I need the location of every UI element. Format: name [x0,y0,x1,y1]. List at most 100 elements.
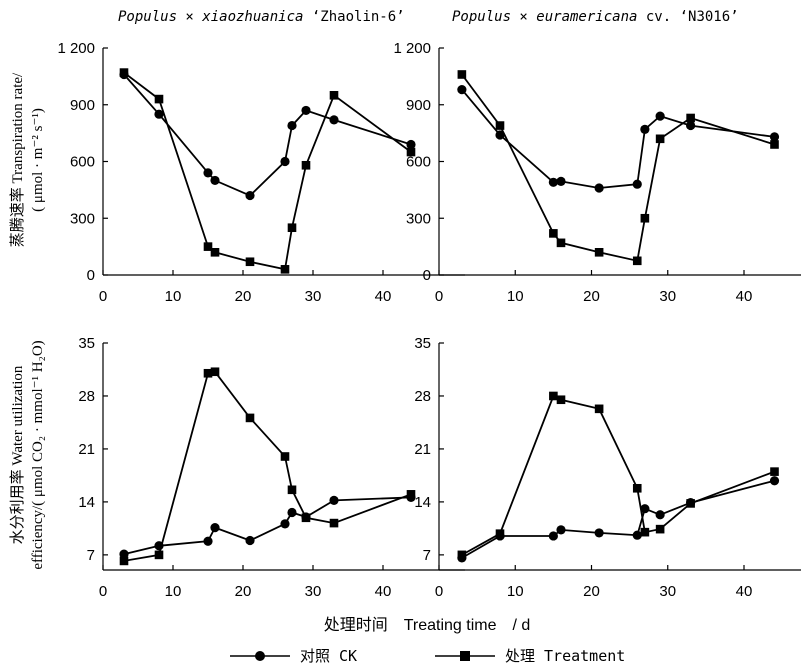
panel-title-right: Populus × euramericana cv. ‘N3016’ [452,9,739,25]
x-tick-label: 0 [99,288,107,305]
y-tick-label: 900 [70,97,95,114]
y-tick-label: 21 [414,441,431,458]
ck-data-point [769,476,780,486]
treatment-data-point [632,256,642,266]
y-label-bottom: 水分利用率 Water utilization efficiency/( μmo… [9,340,46,569]
x-tick-label: 40 [736,583,753,600]
treatment-data-point [301,513,311,523]
legend: 对照 CK 处理 Treatment [230,647,625,665]
ck-data-point [640,124,650,134]
treatment-data-point [210,367,220,377]
ck-data-point [632,179,642,189]
treatment-data-point [495,121,505,130]
y-tick-label: 14 [414,494,431,511]
x-axis-label: 处理时间 Treating time / d [324,616,531,634]
x-tick-label: 40 [375,583,392,600]
ck-series-line [123,73,412,197]
x-tick-label: 40 [736,288,753,305]
y-tick-label: 600 [406,154,431,171]
ck-data-point [287,120,297,131]
svg-text:水分利用率 Water utilization: 水分利用率 Water utilization [9,365,26,544]
y-tick-label: 7 [87,547,95,564]
treatment-data-point [556,395,566,405]
x-tick-label: 30 [659,288,676,305]
treatment-series-line [123,370,412,562]
ck-data-point [548,177,558,187]
treatment-data-point [686,499,695,508]
ck-data-point [245,190,255,201]
x-tick-label: 10 [165,288,182,305]
y-tick-label: 300 [70,210,95,227]
treatment-data-point [686,113,695,123]
panel-transpiration-n3016: 0 10 20 30 40 0 300 600 900 1 200 [393,40,801,305]
y-tick-label: 28 [414,388,431,405]
x-tick-label: 40 [375,288,392,305]
svg-text:efficiency/( μmol CO₂ · mmol⁻¹: efficiency/( μmol CO₂ · mmol⁻¹ H₂O) [30,340,46,569]
x-tick-label: 0 [435,288,443,305]
ck-data-point [632,530,642,540]
treatment-data-point [301,160,311,170]
treatment-data-point [406,490,416,499]
legend-ck-marker [255,651,265,661]
ck-data-point [556,525,566,535]
ck-data-point [329,115,339,125]
x-tick-label: 20 [235,583,252,600]
x-tick-label: 30 [305,288,322,305]
ck-data-point [245,535,255,546]
ck-data-point [154,109,164,119]
panel-transpiration-zhaolin: 0 10 20 30 40 0 300 600 900 1 200 [57,40,465,305]
ck-data-point [556,176,566,186]
treatment-data-point [329,518,339,528]
treatment-data-point [329,90,339,100]
treatment-data-point [154,550,164,560]
x-tick-label: 20 [583,288,600,305]
treatment-data-point [770,467,779,476]
treatment-data-point [280,452,290,461]
ck-data-point [594,183,604,193]
ck-data-point [548,531,558,541]
treatment-data-point [457,550,467,560]
legend-treatment-marker [460,651,470,661]
treatment-data-point [203,242,213,251]
y-tick-label: 14 [78,494,95,511]
ck-data-point [655,510,665,520]
treatment-data-point [655,524,665,534]
treatment-data-point [655,134,665,144]
svg-text:蒸腾速率 Transpiration rate/: 蒸腾速率 Transpiration rate/ [9,72,26,247]
ck-data-point [655,111,665,121]
treatment-data-point [154,94,164,104]
y-tick-label: 300 [406,210,431,227]
ck-data-point [329,495,339,505]
y-tick-label: 21 [78,441,95,458]
treatment-data-point [457,70,467,79]
panel-wue-zhaolin: 0 10 20 30 40 7 14 21 28 35 [78,335,465,600]
x-tick-label: 30 [659,583,676,600]
treatment-series-line [461,394,775,556]
ck-data-point [280,156,290,167]
y-tick-label: 0 [87,267,95,284]
ck-data-point [210,175,220,186]
treatment-data-point [770,140,779,149]
ck-data-point [640,504,650,514]
ck-data-point [594,528,604,538]
treatment-data-point [287,223,297,233]
treatment-data-point [549,229,558,238]
x-tick-label: 0 [435,583,443,600]
y-tick-label: 900 [406,97,431,114]
panel-title-left: Populus × xiaozhuanica ‘Zhaolin-6’ [118,9,405,25]
x-tick-label: 30 [305,583,322,600]
ck-data-point [769,132,780,142]
ck-data-point [280,519,290,529]
y-tick-label: 0 [423,267,431,284]
ck-data-point [210,523,220,533]
treatment-data-point [203,368,213,378]
x-tick-label: 0 [99,583,107,600]
treatment-data-point [245,413,255,423]
treatment-data-point [245,257,255,267]
y-tick-label: 28 [78,388,95,405]
ck-data-point [287,507,297,518]
y-tick-label: 1 200 [57,40,95,57]
treatment-data-point [287,485,297,495]
treatment-data-point [594,248,604,257]
